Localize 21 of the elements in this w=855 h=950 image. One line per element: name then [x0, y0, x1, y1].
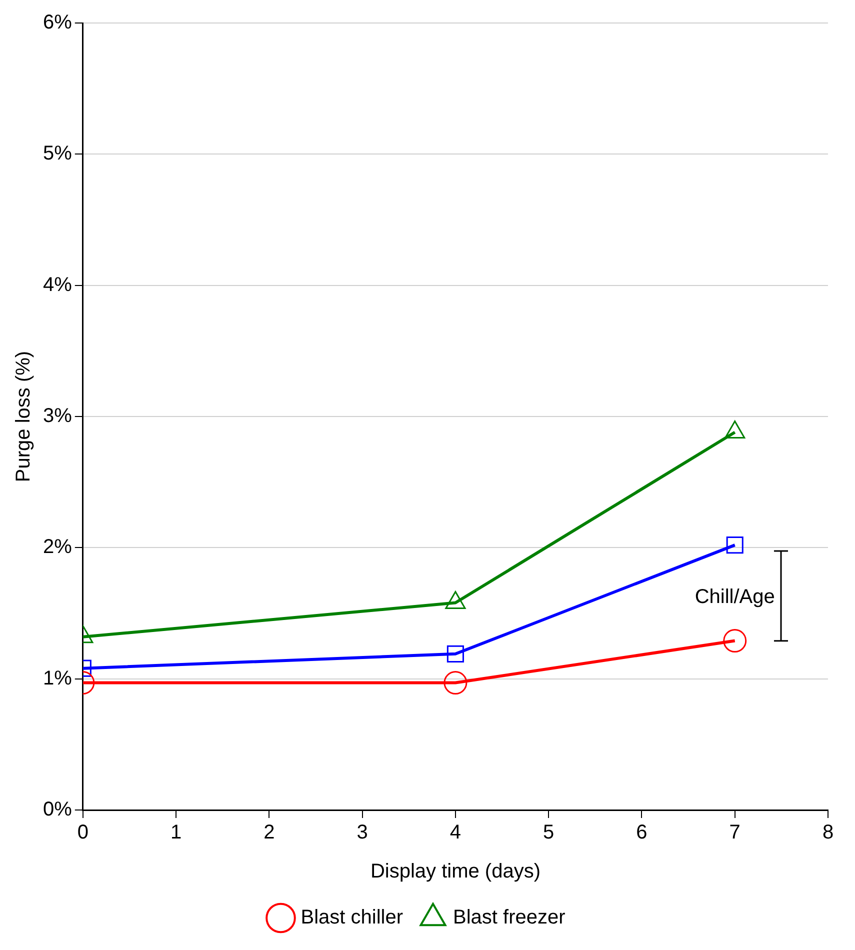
x-tick-label: 5 [543, 822, 554, 844]
y-tick-label: 1% [43, 667, 72, 690]
y-tick-label: 0% [43, 798, 72, 821]
x-tick-label: 7 [729, 822, 740, 844]
y-tick-label: 2% [43, 536, 72, 558]
y-tick-label: 5% [43, 142, 72, 165]
x-tick-label: 2 [264, 822, 275, 844]
x-tick-label: 0 [77, 822, 88, 844]
x-axis-title: Display time (days) [370, 860, 540, 883]
x-tick-label: 8 [822, 822, 834, 844]
y-axis-title: Purge loss (%) [12, 350, 35, 482]
y-tick-label: 3% [43, 405, 72, 428]
y-tick-label: 6% [43, 12, 72, 34]
x-tick-label: 3 [356, 822, 368, 844]
y-tick-label: 4% [43, 274, 72, 296]
x-tick-label: 6 [636, 822, 648, 844]
legend-label: Blast freezer [452, 906, 566, 929]
x-tick-label: 4 [450, 822, 462, 844]
annotation: Chill/Age [694, 586, 775, 608]
x-tick-label: 1 [170, 822, 182, 844]
legend-label: Blast chiller [300, 906, 404, 929]
